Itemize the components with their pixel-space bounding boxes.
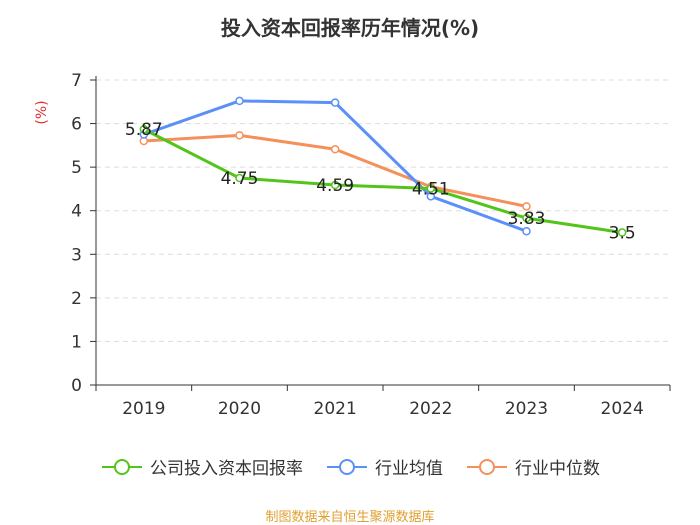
legend-item-industry-median[interactable]: 行业中位数 (465, 454, 600, 479)
series-0-point-2019 (139, 124, 149, 134)
y-tick-label-4: 4 (71, 202, 82, 222)
x-tick-label-2020: 2020 (218, 399, 261, 419)
legend-label-industry-median: 行业中位数 (515, 459, 600, 479)
y-tick-label-0: 0 (71, 376, 82, 396)
legend: 公司投入资本回报率 行业均值 行业中位数 (0, 454, 700, 479)
y-tick-label-5: 5 (71, 158, 82, 178)
series-1-point-2022 (426, 192, 436, 201)
x-tick-label-2021: 2021 (314, 399, 357, 419)
series-0-point-2024 (617, 228, 627, 237)
series-2-point-2023 (522, 202, 531, 211)
y-tick-label-1: 1 (71, 332, 82, 352)
y-tick-label-6: 6 (71, 115, 82, 135)
x-tick-label-2022: 2022 (409, 399, 452, 419)
data-label-2023: 3.83 (508, 209, 546, 229)
legend-label-industry-mean: 行业均值 (375, 459, 443, 479)
legend-marker-industry-median (467, 458, 507, 475)
series-2-point-2021 (330, 145, 340, 154)
series-1-point-2021 (330, 98, 340, 107)
x-tick-label-2019: 2019 (122, 399, 165, 419)
x-tick-label-2024: 2024 (601, 399, 644, 419)
series-line-1 (143, 99, 528, 233)
series-0-point-2021 (330, 180, 340, 190)
data-label-2022: 4.51 (412, 179, 450, 199)
x-tick-label-2023: 2023 (505, 399, 548, 419)
series-1-point-2023 (522, 226, 531, 236)
y-tick-label-3: 3 (71, 245, 82, 265)
data-label-2020: 4.75 (221, 169, 259, 189)
y-tick-label-7: 7 (71, 71, 82, 91)
chart-title: 投入资本回报率历年情况(%) (220, 16, 480, 40)
series-line-0 (143, 127, 623, 234)
y-axis-unit-label: (%) (34, 100, 50, 124)
series-2-point-2020 (235, 131, 244, 140)
source-note: 制图数据来自恒生聚源数据库 (265, 510, 435, 525)
series-0-point-2020 (235, 173, 244, 183)
series-0-point-2022 (426, 184, 436, 193)
data-label-2024: 3.5 (609, 224, 636, 244)
data-label-2019: 5.87 (125, 120, 163, 140)
legend-item-company[interactable]: 公司投入资本回报率 (100, 454, 303, 479)
legend-item-industry-mean[interactable]: 行业均值 (325, 454, 443, 479)
y-tick-label-2: 2 (71, 289, 82, 309)
data-label-2021: 4.59 (316, 176, 354, 196)
series-0-point-2023 (522, 213, 531, 223)
legend-label-company: 公司投入资本回报率 (150, 459, 303, 479)
series-1-point-2020 (235, 96, 244, 106)
legend-marker-company (102, 458, 142, 475)
legend-marker-industry-mean (327, 458, 367, 475)
